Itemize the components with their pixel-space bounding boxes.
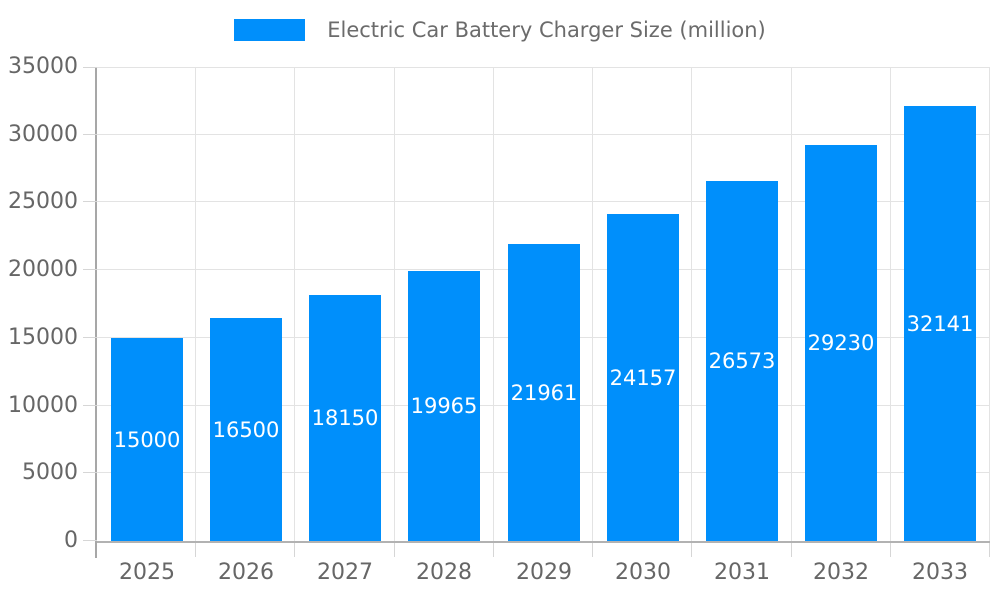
bar-value-label: 18150 bbox=[311, 406, 379, 430]
x-axis-tick bbox=[691, 543, 692, 557]
x-axis-tick bbox=[294, 543, 295, 557]
x-axis-label: 2030 bbox=[615, 560, 671, 585]
plot-area: 0 5000 10000 15000 20000 25000 30000 35000 15000… bbox=[8, 54, 990, 585]
legend-label: Electric Car Battery Charger Size (milli… bbox=[327, 18, 766, 42]
legend-item[interactable]: Electric Car Battery Charger Size (milli… bbox=[0, 18, 1000, 42]
y-axis-label: 0 bbox=[64, 528, 78, 553]
gridline-vertical bbox=[989, 67, 990, 541]
x-axis-tick bbox=[890, 543, 891, 557]
x-axis-label: 2028 bbox=[416, 560, 472, 585]
gridline-vertical bbox=[394, 67, 395, 541]
bar-value-label: 21961 bbox=[510, 380, 578, 405]
bar-value-label: 29230 bbox=[807, 331, 875, 355]
bar[interactable]: 32141 bbox=[904, 106, 976, 541]
y-axis-label: 15000 bbox=[8, 325, 78, 350]
x-axis-tick bbox=[592, 543, 593, 557]
gridline-vertical bbox=[691, 67, 692, 541]
y-axis-tick bbox=[83, 405, 97, 406]
x-axis-tick bbox=[394, 543, 395, 557]
x-axis-tick bbox=[791, 543, 792, 557]
bar[interactable]: 29230 bbox=[805, 145, 877, 541]
x-axis-label: 2029 bbox=[516, 560, 572, 585]
bar[interactable]: 19965 bbox=[408, 271, 480, 541]
y-axis-tick bbox=[83, 67, 97, 68]
gridline-vertical bbox=[791, 67, 792, 541]
y-axis-tick bbox=[83, 540, 97, 541]
bar[interactable]: 15000 bbox=[111, 338, 183, 541]
y-axis-tick bbox=[83, 201, 97, 202]
y-axis-label: 35000 bbox=[8, 54, 78, 79]
gridline-vertical bbox=[195, 67, 196, 541]
gridline-vertical bbox=[493, 67, 494, 541]
x-axis-label: 2033 bbox=[912, 560, 968, 585]
y-axis-tick bbox=[83, 472, 97, 473]
x-axis-label: 2031 bbox=[714, 560, 770, 585]
bar[interactable]: 18150 bbox=[309, 295, 381, 541]
gridline-horizontal bbox=[97, 67, 990, 68]
bar-value-label: 24157 bbox=[609, 365, 677, 390]
x-axis-tick bbox=[195, 543, 196, 557]
bar-value-label: 19965 bbox=[410, 394, 478, 418]
bar-value-label: 15000 bbox=[113, 427, 181, 452]
gridline-horizontal bbox=[97, 201, 990, 202]
gridline-vertical bbox=[294, 67, 295, 541]
x-axis-label: 2026 bbox=[218, 560, 274, 585]
x-axis-label: 2032 bbox=[813, 560, 869, 585]
y-axis-label: 30000 bbox=[8, 122, 78, 147]
bar-value-label: 26573 bbox=[708, 349, 776, 373]
y-axis-label: 10000 bbox=[8, 393, 78, 418]
y-axis-label: 20000 bbox=[8, 257, 78, 282]
y-axis-tick bbox=[83, 337, 97, 338]
y-axis-tick bbox=[83, 134, 97, 135]
legend-marker bbox=[234, 19, 306, 41]
bar[interactable]: 16500 bbox=[210, 318, 282, 541]
bar[interactable]: 24157 bbox=[607, 214, 679, 541]
gridline-vertical bbox=[890, 67, 891, 541]
x-axis-tick bbox=[493, 543, 494, 557]
bar-value-label: 16500 bbox=[212, 417, 280, 442]
bar[interactable]: 21961 bbox=[508, 244, 580, 541]
x-axis-label: 2027 bbox=[317, 560, 373, 585]
y-axis-label: 25000 bbox=[8, 189, 78, 214]
bar-value-label: 32141 bbox=[906, 311, 974, 336]
gridline-horizontal bbox=[97, 134, 990, 135]
x-axis-label: 2025 bbox=[119, 560, 175, 585]
gridline-vertical bbox=[592, 67, 593, 541]
y-axis-tick bbox=[83, 269, 97, 270]
bar[interactable]: 26573 bbox=[706, 181, 778, 541]
x-axis-tick bbox=[989, 543, 990, 557]
y-axis-extension bbox=[95, 541, 97, 558]
y-axis-label: 5000 bbox=[22, 460, 78, 485]
